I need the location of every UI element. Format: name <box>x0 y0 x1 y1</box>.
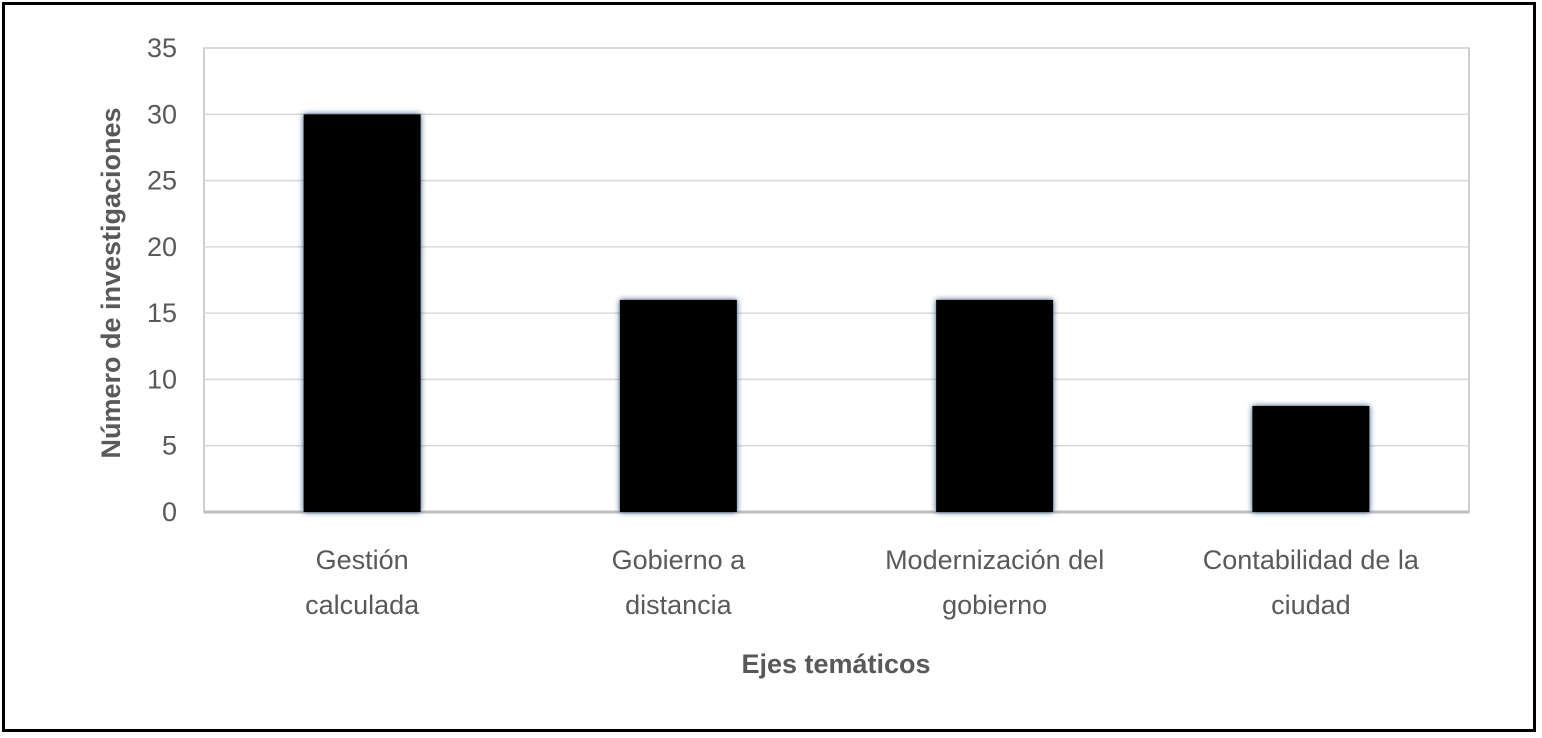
y-tick-label: 20 <box>147 232 177 262</box>
bar <box>619 299 737 512</box>
y-tick-label: 5 <box>162 431 177 461</box>
y-tick-label: 25 <box>147 166 177 196</box>
plot-area: 0 5 10 15 20 25 30 35 Gestión calculada Gobierno a… <box>147 33 1470 620</box>
x-tick-label: ciudad <box>1271 590 1351 620</box>
x-tick-label: gobierno <box>942 590 1047 620</box>
y-tick-label: 30 <box>147 99 177 129</box>
x-tick-label: Gobierno a <box>612 545 747 575</box>
y-tick-label: 10 <box>147 364 177 394</box>
x-tick-label: calculada <box>305 590 420 620</box>
x-tick-label: distancia <box>625 590 733 620</box>
y-tick-label: 15 <box>147 298 177 328</box>
y-tick-label: 35 <box>147 33 177 63</box>
bar <box>303 114 421 513</box>
bar <box>936 299 1054 512</box>
x-axis-title: Ejes temáticos <box>741 649 930 679</box>
x-tick-label: Contabilidad de la <box>1203 545 1420 575</box>
x-tick-label: Gestión <box>316 545 409 575</box>
y-axis-title: Número de investigaciones <box>96 107 126 458</box>
bar <box>1252 405 1370 512</box>
y-tick-label: 0 <box>162 497 177 527</box>
x-tick-label: Modernización del <box>885 545 1104 575</box>
